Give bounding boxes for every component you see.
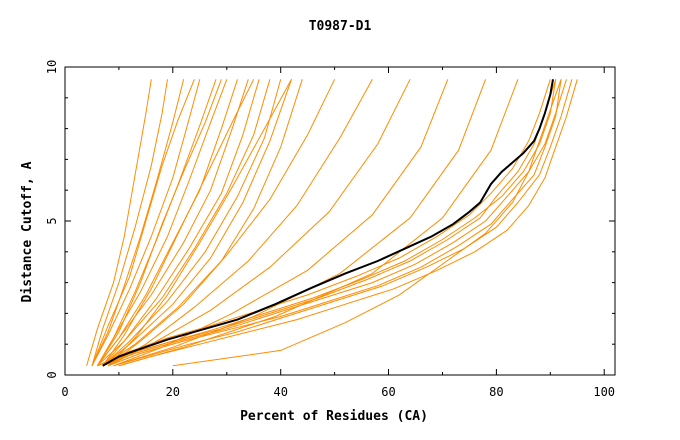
chart-title: T0987-D1 — [309, 19, 372, 34]
highlight-line-group — [102, 79, 554, 367]
model-line-m16 — [102, 79, 255, 367]
model-line-m28 — [113, 79, 573, 367]
model-line-m18 — [107, 79, 336, 367]
model-line-m17 — [107, 79, 292, 367]
x-axis-label: Percent of Residues (CA) — [240, 409, 428, 424]
model-line-m11 — [102, 79, 282, 367]
model-line-m24 — [97, 79, 557, 367]
x-tick-label: 0 — [61, 385, 68, 399]
model-line-m08 — [97, 79, 249, 367]
y-tick-label: 10 — [45, 60, 59, 74]
model-line-m03 — [91, 79, 185, 367]
model-line-m19 — [107, 79, 373, 367]
x-tick-label: 20 — [166, 385, 180, 399]
model-lines — [86, 79, 578, 367]
model-line-m06 — [96, 79, 228, 367]
y-tick-label: 5 — [45, 217, 59, 224]
model-line-m26 — [107, 79, 562, 367]
axis-ticks: 0 20 40 60 80 100 0 5 10 — [45, 60, 615, 399]
plot-frame — [64, 66, 616, 376]
model-line-m15 — [96, 79, 222, 367]
model-line-m31 — [172, 79, 562, 367]
x-tick-label: 60 — [381, 385, 395, 399]
model-line-m25 — [102, 79, 567, 367]
model-line-m04 — [91, 79, 201, 367]
model-line-m29 — [102, 79, 557, 367]
y-axis-label: Distance Cutoff, A — [20, 161, 35, 302]
x-tick-label: 100 — [593, 385, 615, 399]
x-tick-label: 80 — [489, 385, 503, 399]
model-line-m14 — [91, 79, 195, 366]
x-tick-label: 40 — [273, 385, 287, 399]
model-line-m02 — [91, 79, 168, 366]
model-line-m23 — [118, 79, 519, 367]
model-line-m13 — [102, 79, 303, 367]
model-line-m01 — [86, 79, 152, 366]
model-line-m27 — [97, 79, 551, 367]
model-line-m10 — [102, 79, 271, 367]
model-line-m07 — [97, 79, 238, 367]
y-tick-label: 0 — [45, 371, 59, 378]
model-line-m30 — [118, 79, 578, 367]
model-line-m22 — [113, 79, 487, 367]
highlight-model-line — [102, 79, 554, 367]
